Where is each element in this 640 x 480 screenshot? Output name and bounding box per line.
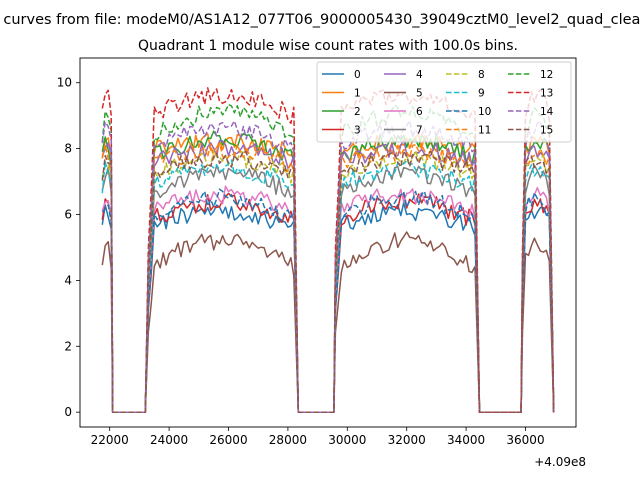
legend-label-14: 14 [540, 106, 554, 118]
series-layer [101, 87, 555, 413]
y-tick-label: 2 [64, 339, 72, 353]
y-tick-label: 0 [64, 405, 72, 419]
x-tick-label: 28000 [269, 433, 307, 447]
legend-label-1: 1 [354, 88, 361, 100]
x-tick-label: 30000 [328, 433, 366, 447]
legend-label-8: 8 [478, 69, 485, 81]
y-tick-label: 10 [57, 76, 72, 90]
legend-label-5: 5 [416, 88, 423, 100]
x-tick-label: 24000 [150, 433, 188, 447]
x-tick-label: 26000 [209, 433, 247, 447]
legend-label-4: 4 [416, 69, 423, 81]
figure-suptitle: Light curves from file: modeM0/AS1A12_07… [0, 12, 640, 28]
legend-label-10: 10 [478, 106, 491, 118]
legend-label-9: 9 [478, 88, 485, 100]
y-tick-label: 4 [64, 273, 72, 287]
x-tick-label: 36000 [506, 433, 544, 447]
legend-label-15: 15 [540, 125, 553, 137]
legend-label-6: 6 [416, 106, 423, 118]
legend-label-0: 0 [354, 69, 361, 81]
legend-label-12: 12 [540, 69, 553, 81]
legend-label-11: 11 [478, 125, 491, 137]
series-line-9 [101, 159, 555, 413]
legend-label-2: 2 [354, 106, 361, 118]
chart-title: Quadrant 1 module wise count rates with … [138, 38, 518, 54]
series-line-15 [101, 150, 555, 413]
x-tick-label: 32000 [388, 433, 426, 447]
series-line-14 [101, 120, 555, 413]
y-tick-label: 6 [64, 207, 72, 221]
x-axis: 22000 24000 26000 28000 30000 32000 34000 36000 [91, 427, 545, 447]
x-tick-label: 22000 [91, 433, 129, 447]
legend-frame [316, 61, 572, 143]
legend-label-7: 7 [416, 125, 423, 137]
x-tick-label: 34000 [447, 433, 485, 447]
legend-label-13: 13 [540, 88, 553, 100]
legend-label-3: 3 [354, 125, 361, 137]
y-axis: 0 2 4 6 8 10 [57, 76, 80, 419]
plot-frame [79, 57, 577, 428]
x-offset-label: +4.09e8 [534, 455, 586, 469]
y-tick-label: 8 [64, 142, 72, 156]
